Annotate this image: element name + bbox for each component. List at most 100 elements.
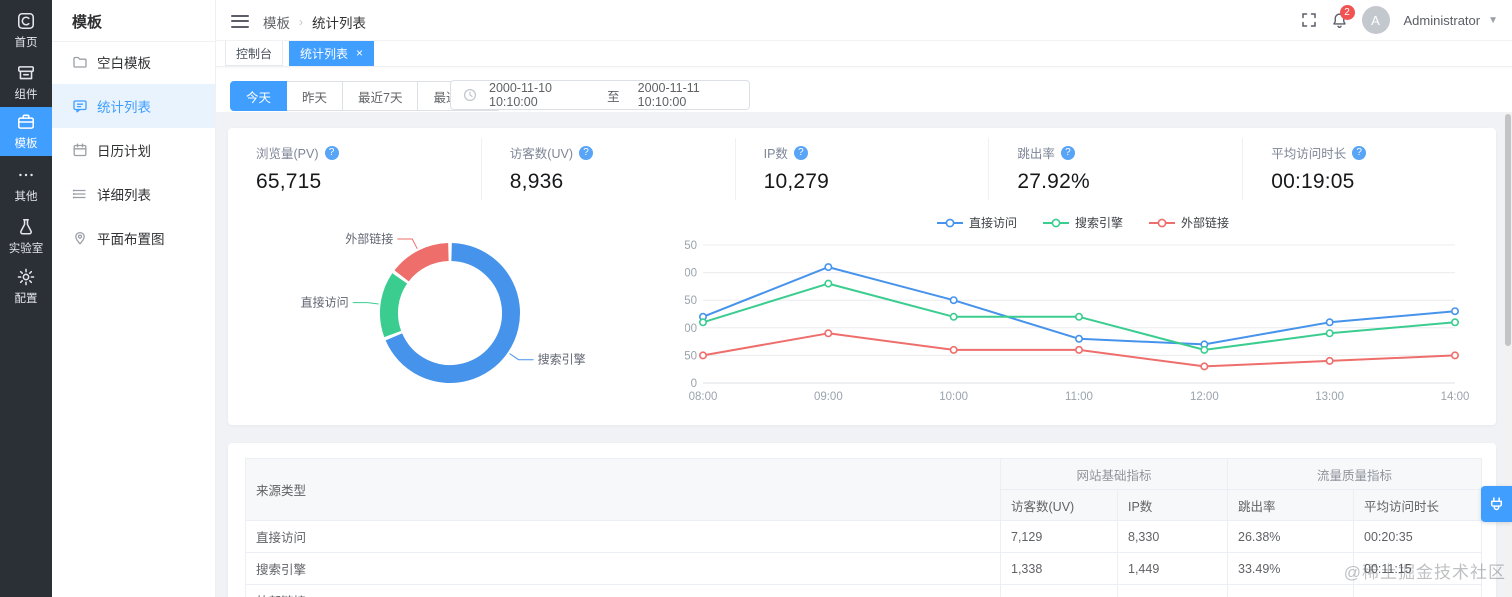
more-icon [19,173,33,177]
breadcrumb: 模板 › 统计列表 [263,12,366,32]
rail-item-components[interactable]: 组件 [0,58,52,107]
stat-duration-value: 00:19:05 [1271,170,1355,193]
svg-text:150: 150 [685,295,697,307]
stat-ip-value: 10,279 [763,170,830,193]
chevron-down-icon: ▼ [1488,14,1498,26]
rail-item-other[interactable]: 其他 [0,160,52,209]
rail-item-home[interactable]: 首页 [0,6,52,55]
divider [52,41,215,42]
line-chart-legend: 直接访问 搜索引擎 外部链接 [688,214,1478,231]
svg-text:08:00: 08:00 [689,391,718,403]
menu-item-stats-list[interactable]: 统计列表 [52,84,215,128]
map-pin-icon [75,231,85,245]
username[interactable]: Administrator [1403,12,1481,28]
menu-item-blank-template[interactable]: 空白模板 [52,40,215,84]
menu-item-calendar-plan[interactable]: 日历计划 [52,128,215,172]
column-header-duration: 平均访问时长 [1353,489,1483,521]
templates-icon [18,114,34,129]
stat-bounce-value: 27.92% [1017,170,1090,193]
list-icon [72,189,86,199]
legend-item[interactable]: 外部链接 [1149,214,1229,231]
range-button-yesterday[interactable]: 昨天 [287,81,344,111]
stat-ip: IP数? 10,279 [736,138,990,200]
svg-text:12:00: 12:00 [1190,391,1219,403]
svg-text:09:00: 09:00 [814,391,843,403]
group-header-basic-metrics: 网站基础指标 [999,458,1229,490]
rail-item-lab[interactable]: 实验室 [0,212,52,261]
home-icon [18,12,34,29]
group-header-quality-metrics: 流量质量指标 [1227,458,1483,490]
components-icon [18,66,34,80]
legend-marker-icon [936,218,963,227]
legend-marker-icon [1042,218,1069,227]
date-end: 2000-11-11 10:10:00 [637,81,700,109]
overview-card: 浏览量(PV)? 65,715 访客数(UV)? 8,936 IP数? 10,2… [228,128,1496,425]
clock-icon [463,88,477,102]
svg-text:10:00: 10:00 [939,391,968,403]
menu-item-floor-plan[interactable]: 平面布置图 [52,216,215,260]
svg-text:11:00: 11:00 [1065,391,1093,403]
hamburger-icon[interactable] [231,11,249,28]
avatar[interactable]: A [1361,6,1390,34]
tab-console[interactable]: 控制台 [225,40,284,66]
rail-item-templates[interactable]: 模板 [0,107,52,156]
folder-icon [73,56,87,68]
tab-stats-list[interactable]: 统计列表 × [289,40,375,66]
date-separator: 至 [607,89,620,104]
table-row: 直接访问 7,129 8,330 26.38% 00:20:35 [245,520,1483,553]
stat-uv: 访客数(UV)? 8,936 [482,138,736,200]
stat-bounce-rate: 跳出率? 27.92% [989,138,1244,200]
report-table-card: 来源类型 网站基础指标 流量质量指标 访客数(UV) IP数 跳出率 平均访问时… [228,443,1496,597]
chat-icon [73,100,87,113]
notifications-button[interactable]: 2 [1331,4,1355,29]
top-header: 模板 › 统计列表 2 A Administrator ▼ [215,0,1512,41]
stat-pv: 浏览量(PV)? 65,715 [228,138,482,200]
scrollbar-thumb[interactable] [1505,114,1511,346]
help-icon[interactable]: ? [324,145,339,160]
close-icon[interactable]: × [356,46,364,60]
stat-uv-value: 8,936 [509,170,564,193]
stat-pv-value: 65,715 [256,170,322,193]
column-header-bounce: 跳出率 [1227,489,1355,521]
breadcrumb-stats-list: 统计列表 [312,16,366,31]
calendar-icon [73,143,87,157]
plug-icon [1490,496,1503,510]
stat-avg-duration: 平均访问时长? 00:19:05 [1243,138,1496,200]
column-header-ip: IP数 [1116,489,1229,521]
donut-chart: 搜索引擎 直接访问 外部链接 [301,231,586,383]
svg-text:13:00: 13:00 [1315,391,1344,403]
svg-text:搜索引擎: 搜索引擎 [538,352,586,367]
help-icon[interactable]: ? [1352,145,1367,160]
svg-text:0: 0 [691,378,697,390]
datetime-range-picker[interactable]: 2000-11-10 10:10:00 至 2000-11-11 10:10:0… [450,80,750,110]
help-icon[interactable]: ? [793,145,808,160]
range-button-last7days[interactable]: 最近7天 [343,81,419,111]
legend-marker-icon [1149,218,1175,227]
settings-icon [17,268,35,286]
help-icon[interactable]: ? [579,145,593,160]
legend-item[interactable]: 搜索引擎 [1042,214,1123,231]
stats-row: 浏览量(PV)? 65,715 访客数(UV)? 8,936 IP数? 10,2… [228,138,1496,200]
floating-theme-button[interactable] [1481,486,1512,522]
svg-text:100: 100 [685,323,697,335]
table-row: 搜索引擎 1,338 1,449 33.49% 00:11:15 [245,552,1483,585]
column-header-source-type: 来源类型 [245,458,1001,521]
tags-view-bar: 控制台 统计列表 × [215,40,1512,67]
help-icon[interactable]: ? [1060,145,1075,160]
range-button-today[interactable]: 今天 [230,81,288,111]
date-start: 2000-11-10 10:10:00 [489,81,553,109]
breadcrumb-templates[interactable]: 模板 [263,16,290,31]
fullscreen-icon[interactable] [1301,12,1317,28]
icon-rail: 首页 组件 模板 其他 实验室 配置 [0,0,52,597]
filter-toolbar: 今天 昨天 最近7天 最近30天 2000-11-10 10:10:00 至 2… [215,67,1512,112]
svg-text:外部链接: 外部链接 [345,231,393,246]
breadcrumb-separator: › [299,15,303,29]
menu-item-detail-list[interactable]: 详细列表 [52,172,215,216]
svg-text:直接访问: 直接访问 [301,295,349,310]
svg-text:200: 200 [685,268,697,280]
svg-text:250: 250 [685,240,697,252]
rail-item-config[interactable]: 配置 [0,262,52,311]
line-chart: 0 50 100 150 200 250 08:00 09:00 10:00 11:00 12:00… [685,240,1469,403]
legend-item[interactable]: 直接访问 [936,214,1017,231]
